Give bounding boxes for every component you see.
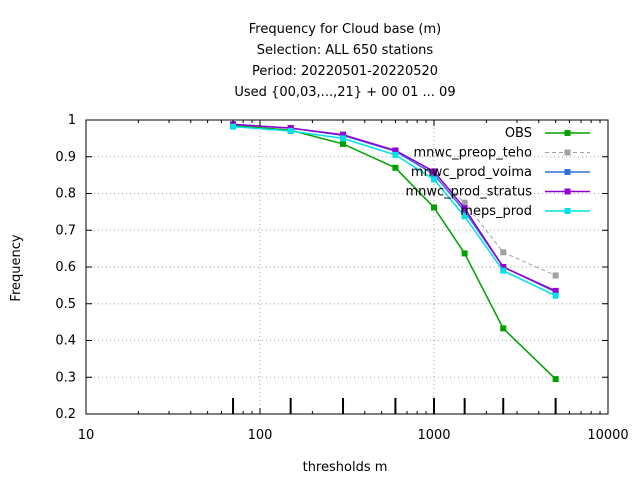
- threshold-marks: [232, 398, 557, 414]
- title-line-4: Used {00,03,...,21} + 00 01 ... 09: [234, 85, 455, 100]
- x-tick-label: 100: [248, 428, 273, 443]
- y-tick-label: 0.5: [55, 297, 76, 312]
- series-point: [392, 147, 399, 154]
- series-point: [461, 250, 468, 257]
- series-point: [340, 135, 347, 142]
- y-tick-label: 0.8: [55, 187, 76, 202]
- legend-key-marker: [564, 208, 571, 214]
- series-point: [461, 199, 468, 206]
- x-axis-label: thresholds m: [303, 460, 388, 475]
- legend: OBS mnwc_preop_teho mnwc_prod_voima mnwc_pr…: [406, 126, 590, 219]
- series-point: [552, 287, 559, 294]
- y-tick-label: 0.6: [55, 260, 76, 275]
- series-point: [392, 151, 399, 158]
- legend-key-marker: [564, 149, 571, 156]
- y-tick-label: 0.3: [55, 370, 76, 385]
- series-line: [232, 125, 556, 297]
- series-point: [552, 292, 559, 299]
- legend-key-marker: [564, 130, 571, 136]
- legend-label: OBS: [505, 126, 532, 141]
- legend-key-marker: [564, 169, 571, 175]
- legend-label: mnwc_prod_stratus: [406, 185, 533, 200]
- series-point: [340, 131, 347, 138]
- legend-label: mnwc_prod_voima: [411, 165, 532, 180]
- y-tick-label: 1: [68, 113, 76, 128]
- series-point: [552, 272, 559, 279]
- chart-title: Frequency for Cloud base (m) Selection: …: [234, 22, 455, 100]
- legend-key-marker: [564, 188, 571, 195]
- x-tick-label: 10000: [587, 428, 628, 443]
- series-point: [340, 140, 347, 147]
- series-point: [287, 128, 294, 135]
- legend-label: meps_prod: [460, 204, 532, 219]
- series-line: [232, 123, 556, 292]
- title-line-2: Selection: ALL 650 stations: [257, 43, 434, 58]
- series-point: [461, 213, 468, 220]
- series-point: [431, 204, 437, 211]
- series-point: [461, 205, 468, 212]
- axis-layer: 0.2 0.3 0.4 0.5 0.6 0.7 0.8 0.9 1 10 100 1000 10000: [55, 113, 628, 443]
- series-point: [392, 164, 399, 171]
- series-point: [500, 264, 507, 270]
- y-axis-label: Frequency: [9, 234, 24, 301]
- series-point: [500, 325, 507, 332]
- series-point: [500, 249, 507, 256]
- series-point: [431, 176, 437, 183]
- title-line-3: Period: 20220501-20220520: [252, 64, 438, 79]
- series-point: [230, 123, 237, 130]
- y-tick-label: 0.2: [55, 407, 76, 422]
- series-point: [552, 376, 559, 383]
- y-tick-label: 0.9: [55, 150, 76, 165]
- x-tick-label: 1000: [417, 428, 450, 443]
- y-tick-label: 0.4: [55, 334, 76, 349]
- series-point: [431, 168, 437, 175]
- y-tick-label: 0.7: [55, 223, 76, 238]
- series-line: [232, 124, 557, 380]
- x-tick-label: 10: [78, 428, 95, 443]
- series-point: [500, 267, 507, 274]
- legend-label: mnwc_preop_teho: [414, 146, 533, 161]
- series-layer: [230, 121, 559, 383]
- title-line-1: Frequency for Cloud base (m): [249, 22, 442, 37]
